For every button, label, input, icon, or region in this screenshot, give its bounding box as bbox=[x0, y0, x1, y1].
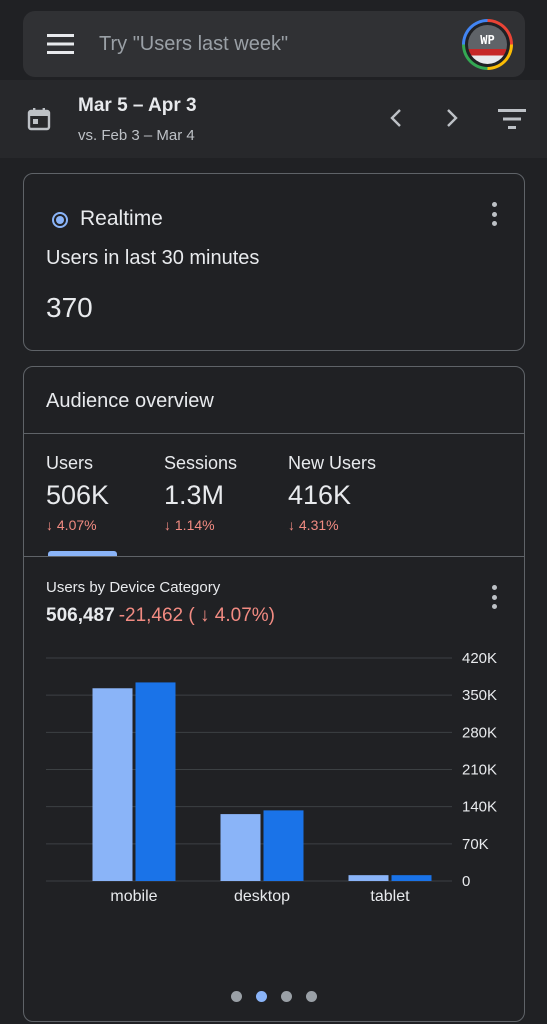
calendar-icon[interactable] bbox=[27, 107, 51, 131]
y-tick-label: 350K bbox=[462, 687, 497, 704]
metric-delta: ↓ 1.14% bbox=[164, 517, 215, 533]
metric-value: 506K bbox=[46, 480, 110, 510]
y-tick-label: 0 bbox=[462, 873, 470, 890]
metric-label: New Users bbox=[288, 453, 377, 473]
date-range-label[interactable]: Mar 5 – Apr 3 bbox=[78, 95, 197, 116]
search-input[interactable]: Try "Users last week" bbox=[99, 32, 289, 55]
y-tick-label: 70K bbox=[462, 836, 489, 853]
metric-delta: ↓ 4.07% bbox=[46, 517, 97, 533]
more-vert-icon[interactable] bbox=[488, 200, 500, 228]
y-tick-label: 420K bbox=[462, 650, 497, 667]
realtime-card[interactable]: Realtime Users in last 30 minutes 370 bbox=[23, 173, 525, 351]
search-bar[interactable]: Try "Users last week" WP bbox=[23, 11, 525, 77]
x-tick-label: mobile bbox=[110, 888, 157, 905]
metric-value: 1.3M bbox=[164, 480, 225, 510]
metric-tab-new-users[interactable]: New Users 416K ↓ 4.31% bbox=[288, 453, 376, 533]
menu-button[interactable] bbox=[23, 11, 99, 77]
x-tick-label: desktop bbox=[234, 888, 290, 905]
page-indicator bbox=[24, 991, 524, 1003]
chart-title: Users by Device Category bbox=[46, 579, 221, 596]
bar-mobile bbox=[135, 682, 176, 881]
chevron-left-icon[interactable] bbox=[384, 106, 408, 130]
hamburger-menu-icon bbox=[47, 34, 74, 54]
x-tick-label: tablet bbox=[370, 888, 410, 905]
chevron-right-icon[interactable] bbox=[440, 106, 464, 130]
device-category-bar-chart: 0 70K 140K 210K 280K 350K 420K mobile desktop tab… bbox=[46, 650, 497, 905]
divider bbox=[24, 433, 524, 434]
y-tick-label: 280K bbox=[462, 724, 497, 741]
metric-tab-users[interactable]: Users 506K ↓ 4.07% bbox=[46, 453, 109, 533]
realtime-title: Realtime bbox=[80, 207, 163, 230]
bar-desktop bbox=[263, 810, 304, 881]
bar-desktop bbox=[220, 814, 261, 881]
more-vert-icon[interactable] bbox=[488, 583, 500, 611]
bar-mobile bbox=[92, 688, 133, 881]
audience-overview-card: Audience overview Users 506K ↓ 4.07% Ses… bbox=[23, 366, 525, 1022]
date-range-bar: Mar 5 – Apr 3 vs. Feb 3 – Mar 4 bbox=[0, 80, 547, 158]
y-tick-label: 140K bbox=[462, 799, 497, 816]
chart-total-value: 506,487 bbox=[46, 605, 115, 626]
page-dot[interactable] bbox=[281, 991, 292, 1002]
bar-tablet bbox=[348, 875, 389, 881]
metric-tab-sessions[interactable]: Sessions 1.3M ↓ 1.14% bbox=[164, 453, 237, 533]
chart-total: 506,487 -21,462 ( ↓ 4.07%) bbox=[46, 605, 275, 627]
audience-title: Audience overview bbox=[46, 390, 214, 412]
account-avatar[interactable]: WP bbox=[462, 19, 513, 70]
avatar-initials: WP bbox=[468, 25, 507, 64]
realtime-dot-icon bbox=[52, 212, 68, 228]
metric-label: Sessions bbox=[164, 453, 238, 473]
metric-delta: ↓ 4.31% bbox=[288, 517, 339, 533]
filter-icon[interactable] bbox=[498, 108, 526, 130]
chart-change: -21,462 ( ↓ 4.07%) bbox=[118, 605, 275, 626]
realtime-subtitle: Users in last 30 minutes bbox=[46, 247, 260, 269]
metric-value: 416K bbox=[288, 480, 352, 510]
realtime-count: 370 bbox=[46, 292, 93, 323]
bar-tablet bbox=[391, 875, 432, 881]
compare-range-label: vs. Feb 3 – Mar 4 bbox=[78, 127, 195, 144]
page-dot[interactable] bbox=[256, 991, 267, 1002]
metric-label: Users bbox=[46, 453, 94, 473]
selected-tab-indicator bbox=[48, 551, 117, 556]
y-tick-label: 210K bbox=[462, 762, 497, 779]
divider bbox=[24, 556, 524, 557]
page-dot[interactable] bbox=[231, 991, 242, 1002]
page-dot[interactable] bbox=[306, 991, 317, 1002]
